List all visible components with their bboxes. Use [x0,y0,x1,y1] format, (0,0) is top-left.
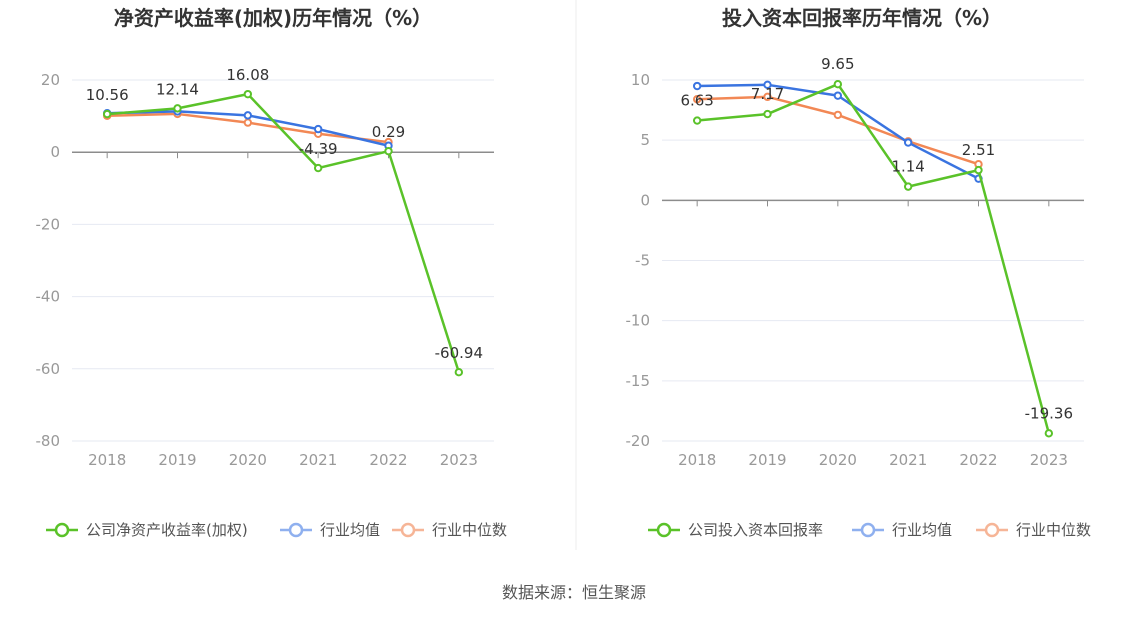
roe-data-label: 10.56 [86,86,129,104]
roe-legend-marker-icon [288,522,304,538]
roic-legend-item-avg[interactable]: 行业均值 [852,521,952,539]
roe-y-tick-label: 20 [41,71,60,89]
roic-data-label: 7.17 [751,85,784,103]
roe-data-label: 0.29 [372,123,405,141]
roic-y-tick-label: 5 [640,131,650,149]
roic-median-point [833,110,843,120]
roic-company-line [697,82,1051,434]
roic-company-point [974,165,983,175]
roe-avg-point [243,111,253,120]
roic-y-tick-label: -10 [626,312,651,330]
roe-data-label: 16.08 [226,66,269,84]
roic-x-tick-label: 2022 [959,451,997,469]
roe-chart: 净资产收益率(加权)历年情况（%） 20 0 -20 -40 -60 -80 2018 201… [36,6,508,539]
roe-data-label: -4.39 [299,140,338,158]
roic-x-tick-label: 2018 [678,451,716,469]
roe-axis: 20 0 -20 -40 -60 -80 2018 2019 2020 2021 2022 2023 [36,71,494,469]
roe-legend-label: 行业中位数 [432,521,507,539]
roic-company-point [1044,429,1054,438]
roic-legend[interactable]: 公司投入资本回报率 行业均值 行业中位数 [648,521,1091,539]
roe-company-point [454,367,464,377]
roic-legend-item-company[interactable]: 公司投入资本回报率 [648,521,823,539]
roe-y-tick-label: 0 [50,143,60,161]
roic-legend-label: 公司投入资本回报率 [688,521,823,539]
roic-y-tick-label: 10 [631,71,650,89]
roic-company-point [692,116,702,125]
roe-x-tick-label: 2018 [88,451,126,469]
roic-axis: 10 5 0 -5 -10 -15 -20 2018 2019 2020 2021 2022 2023 [626,71,1084,469]
roic-avg-point [833,91,843,100]
roe-legend-item-avg[interactable]: 行业均值 [280,521,380,539]
roe-x-tick-label: 2020 [229,451,267,469]
roe-median-point [243,118,253,127]
roe-x-tick-label: 2021 [299,451,337,469]
roe-x-tick-label: 2022 [369,451,407,469]
roe-legend-item-company[interactable]: 公司净资产收益率(加权) [46,521,248,539]
roe-grid [72,79,494,442]
roic-median-line [697,95,979,166]
roe-y-tick-label: -20 [36,215,61,233]
roic-data-label: 6.63 [680,92,713,110]
roic-company-point [763,109,772,119]
roic-y-tick-label: 0 [640,191,650,209]
roe-company-line [107,92,461,373]
roe-company-point [173,104,182,113]
roic-legend-marker-icon [860,522,876,538]
roic-chart-title: 投入资本回报率历年情况（%） [722,6,1002,30]
roic-data-label: -19.36 [1025,404,1073,422]
roic-avg-point [903,138,913,147]
roic-legend-item-median[interactable]: 行业中位数 [976,521,1091,539]
roe-company-point [102,109,112,119]
roic-x-tick-label: 2021 [889,451,927,469]
roic-x-tick-label: 2019 [748,451,786,469]
roic-data-label: 1.14 [891,158,924,176]
roe-legend[interactable]: 公司净资产收益率(加权) 行业均值 行业中位数 [46,521,507,539]
roe-y-tick-label: -60 [36,360,61,378]
roe-chart-title: 净资产收益率(加权)历年情况（%） [114,6,432,30]
roic-avg-point [692,81,702,91]
roic-legend-marker-icon [656,522,672,538]
roic-data-label: 9.65 [821,55,854,73]
roic-median-point [692,95,702,104]
roic-chart: 投入资本回报率历年情况（%） 10 5 0 -5 -10 -15 -20 2018 2019 20… [626,6,1092,539]
roe-legend-marker-icon [54,522,70,538]
roic-legend-label: 行业均值 [892,521,952,539]
roic-data-label: 2.51 [962,141,995,159]
roic-legend-label: 行业中位数 [1016,521,1091,539]
roic-x-tick-label: 2023 [1030,451,1068,469]
roe-x-tick-label: 2019 [158,451,196,469]
roe-avg-point [313,124,323,134]
roe-x-tick-label: 2023 [440,451,478,469]
roe-data-label: -60.94 [435,344,483,362]
roe-company-point [384,146,393,156]
roic-x-tick-label: 2020 [819,451,857,469]
roic-y-tick-label: -15 [626,372,651,390]
roic-median-point [763,92,772,102]
roic-company-point [833,80,843,89]
roe-y-tick-label: -80 [36,432,61,450]
roic-avg-point [763,80,772,90]
roic-y-tick-label: -20 [626,432,651,450]
data-source-label: 数据来源：恒生聚源 [502,583,646,602]
roe-company-point [243,89,253,99]
roic-company-point [903,182,913,191]
roe-company-point [313,163,323,173]
roe-y-tick-label: -40 [36,288,61,306]
roe-legend-label: 公司净资产收益率(加权) [86,521,248,539]
roic-grid [662,79,1084,442]
roe-data-label: 12.14 [156,80,199,98]
roe-legend-item-median[interactable]: 行业中位数 [392,521,507,539]
roic-legend-marker-icon [984,522,1000,538]
roe-series: 10.56 12.14 16.08 -4.39 0.29 -60.94 [86,66,483,377]
roe-legend-label: 行业均值 [320,521,380,539]
roic-series: 6.63 7.17 9.65 1.14 2.51 -19.36 [680,55,1073,438]
roe-legend-marker-icon [400,522,416,538]
roic-y-tick-label: -5 [635,252,650,270]
